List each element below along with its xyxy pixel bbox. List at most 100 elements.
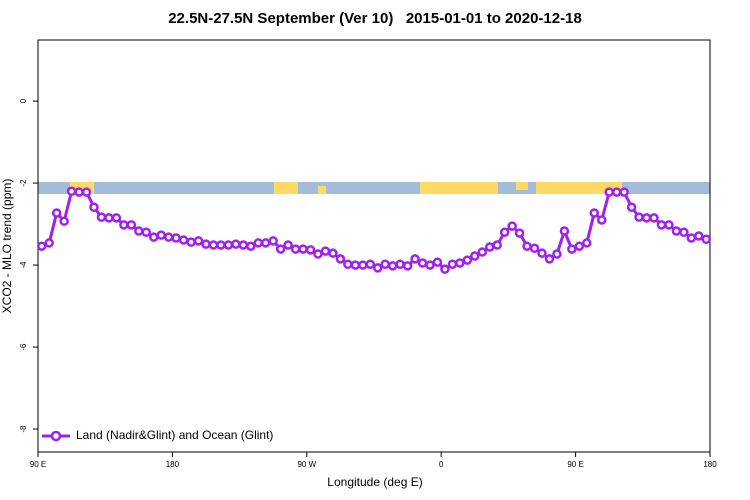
data-point xyxy=(104,213,114,223)
y-axis-label: XCO2 - MLO trend (ppm) xyxy=(0,179,14,314)
x-tick-label: 90 E xyxy=(30,460,46,469)
data-point xyxy=(387,261,398,271)
data-point xyxy=(305,245,316,255)
land xyxy=(536,182,622,194)
x-tick-label: 180 xyxy=(703,460,717,469)
plot-frame xyxy=(37,39,711,453)
data-point xyxy=(178,235,189,245)
data-point xyxy=(290,244,301,254)
data-point xyxy=(462,255,473,265)
land xyxy=(274,182,298,194)
data-point xyxy=(358,260,368,270)
data-point xyxy=(701,234,712,244)
x-tick-label: 0 xyxy=(439,460,444,469)
map-strip xyxy=(38,182,710,194)
data-point xyxy=(440,264,450,274)
data-point xyxy=(417,258,428,268)
data-point xyxy=(596,215,607,225)
data-point xyxy=(582,238,592,248)
data-point xyxy=(81,187,92,197)
data-point xyxy=(156,230,166,240)
x-axis-label: Longitude (deg E) xyxy=(327,475,422,489)
data-point xyxy=(656,220,667,230)
data-point xyxy=(163,232,174,242)
data-point xyxy=(372,263,383,273)
data-point xyxy=(208,240,219,250)
y-tick-label: -6 xyxy=(19,343,28,351)
data-point xyxy=(298,244,308,254)
data-point xyxy=(402,261,413,271)
data-point xyxy=(559,226,570,236)
data-point xyxy=(679,227,689,238)
x-tick-label: 180 xyxy=(166,460,180,469)
data-point xyxy=(522,241,532,251)
x-tick-label: 90 E xyxy=(567,460,583,469)
x-tick-label: 90 W xyxy=(297,460,316,469)
data-point xyxy=(514,228,525,238)
data-point xyxy=(365,259,376,269)
data-point xyxy=(649,213,659,223)
data-point xyxy=(604,187,614,197)
legend-label: Land (Nadir&Glint) and Ocean (Glint) xyxy=(76,428,273,442)
y-tick-label: -4 xyxy=(19,261,28,269)
data-point xyxy=(641,213,652,223)
data-point xyxy=(544,254,555,264)
chart-title: 22.5N-27.5N September (Ver 10) 2015-01-0… xyxy=(168,10,582,27)
data-point xyxy=(260,238,271,248)
data-point xyxy=(216,240,226,250)
data-point xyxy=(193,236,204,246)
data-point xyxy=(589,208,600,218)
data-point xyxy=(634,212,644,222)
data-point xyxy=(664,220,674,230)
legend-marker xyxy=(50,430,62,442)
data-point xyxy=(66,186,77,197)
data-point xyxy=(313,249,323,259)
data-point xyxy=(694,231,704,241)
data-point xyxy=(275,244,286,254)
data-point xyxy=(492,240,502,250)
data-point xyxy=(686,233,697,243)
data-point xyxy=(111,213,122,223)
data-point xyxy=(552,249,562,259)
data-point xyxy=(447,259,458,269)
data-point xyxy=(148,232,159,242)
data-point xyxy=(477,247,488,257)
data-point xyxy=(455,258,465,268)
data-point xyxy=(350,260,361,270)
data-point xyxy=(395,259,405,269)
data-point xyxy=(537,248,547,258)
legend: Land (Nadir&Glint) and Ocean (Glint) xyxy=(42,428,273,442)
data-point xyxy=(74,187,84,197)
data-point xyxy=(119,220,129,230)
data-point xyxy=(246,241,256,251)
data-point xyxy=(507,221,517,231)
y-tick-label: -2 xyxy=(19,179,28,187)
data-point xyxy=(44,238,54,248)
y-tick-label: 0 xyxy=(19,98,28,103)
y-tick-label: -8 xyxy=(19,425,28,433)
data-point xyxy=(238,240,249,250)
data-point xyxy=(171,233,181,243)
data-point xyxy=(626,202,637,213)
data-point xyxy=(410,254,420,264)
data-point xyxy=(432,257,443,267)
data-point xyxy=(134,226,144,236)
data-point xyxy=(574,241,585,251)
data-point xyxy=(96,212,107,222)
data-point xyxy=(320,246,331,256)
data-point xyxy=(253,238,264,248)
data-point xyxy=(186,237,196,247)
data-point xyxy=(328,248,338,258)
data-point xyxy=(268,236,278,246)
data-point xyxy=(335,254,346,264)
land xyxy=(516,182,528,190)
data-point xyxy=(619,187,629,197)
data-point xyxy=(499,227,510,238)
data-point xyxy=(380,259,390,269)
data-point xyxy=(89,202,99,213)
data-point xyxy=(283,240,293,250)
land xyxy=(420,182,498,194)
data-point xyxy=(529,243,540,254)
